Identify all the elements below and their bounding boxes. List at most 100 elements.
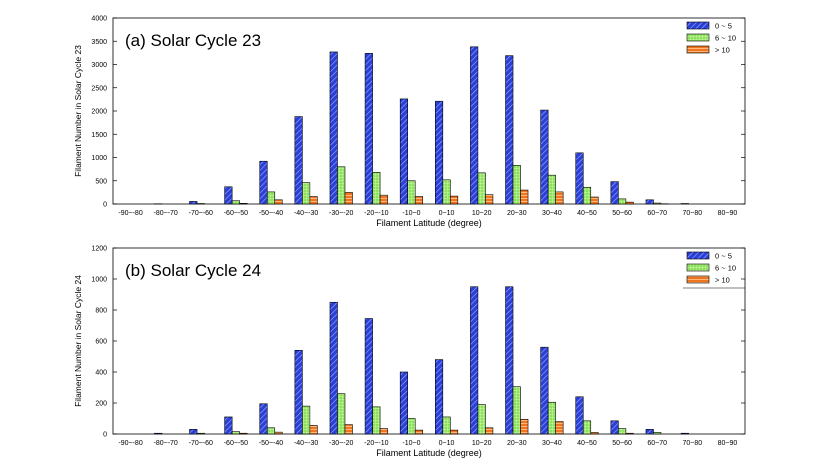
- x-tick-label: -50~-40: [259, 210, 283, 217]
- bar-b-series2--20~-10: [379, 428, 388, 435]
- bar-a-series0-0~10: [435, 100, 444, 205]
- bar-a-series0--70~-60: [189, 201, 198, 205]
- y-tick-label: 1500: [91, 132, 107, 139]
- bar-b-series1-40~50: [582, 420, 592, 435]
- bar-a-series1-10~20: [477, 172, 486, 205]
- x-tick-label: 0~10: [439, 210, 455, 217]
- legend-label: 6 ~ 10: [715, 264, 736, 273]
- bar-a-series1--20~-10: [372, 172, 381, 205]
- x-tick-label: 60~70: [647, 440, 667, 447]
- bar-a-series2-10~20: [485, 194, 494, 205]
- bar-b-series0--10~0: [399, 371, 408, 435]
- bar-a-series2-30~40: [555, 191, 564, 205]
- bar-b-series2-10~20: [485, 427, 494, 435]
- legend-swatch-6-10: [686, 263, 710, 272]
- y-axis-label-a: Filament Number in Solar Cycle 23: [73, 45, 83, 177]
- x-tick-label: 30~40: [542, 440, 562, 447]
- y-tick-label: 200: [95, 401, 107, 408]
- legend-swatch-6-10: [686, 33, 710, 42]
- legend-swatch-gt-10: [686, 275, 710, 284]
- bar-b-series0-0~10: [435, 359, 444, 435]
- legend-swatch-0-5: [686, 251, 710, 260]
- bar-b-series0-40~50: [575, 396, 584, 435]
- bar-a-series1--30~-20: [337, 166, 346, 205]
- y-tick-label: 3500: [91, 39, 107, 46]
- bar-a-series1-30~40: [547, 174, 556, 205]
- bar-b-series1--70~-60: [196, 432, 205, 435]
- x-tick-label: 20~30: [507, 210, 527, 217]
- bar-a-series0--30~-20: [329, 51, 338, 205]
- x-tick-label: 50~60: [612, 440, 632, 447]
- x-axis-label-a: Filament Latitude (degree): [376, 218, 482, 228]
- bar-b-series0--60~-50: [224, 416, 233, 435]
- bar-a-series0--50~-40: [259, 160, 268, 205]
- x-tick-label: -70~-60: [189, 440, 213, 447]
- y-tick-label: 0: [103, 202, 107, 209]
- bar-a-series2--30~-20: [344, 192, 353, 205]
- legend-label: 0 ~ 5: [715, 252, 732, 261]
- x-tick-label: -20~-10: [364, 440, 388, 447]
- bar-a-series2--10~0: [414, 196, 423, 205]
- x-tick-label: 80~90: [718, 440, 738, 447]
- bar-a-series1--40~-30: [302, 182, 311, 205]
- bar-a-series2--50~-40: [274, 199, 283, 205]
- y-tick-label: 1000: [91, 155, 107, 162]
- bar-b-series0-10~20: [470, 286, 479, 435]
- bar-b-series1--60~-50: [231, 431, 240, 435]
- y-tick-label: 600: [95, 339, 107, 346]
- bar-a-series0--20~-10: [364, 53, 373, 205]
- bar-b-series1--10~0: [407, 418, 416, 435]
- x-tick-label: -60~-50: [224, 210, 248, 217]
- bar-b-series2-30~40: [555, 421, 564, 435]
- bar-b-series1-0~10: [442, 416, 451, 435]
- x-tick-label: -10~0: [402, 440, 420, 447]
- bar-b-series2--10~0: [414, 429, 423, 435]
- y-tick-label: 400: [95, 370, 107, 377]
- bar-a-series2-50~60: [625, 201, 634, 205]
- bar-b-series2-50~60: [625, 432, 634, 435]
- x-tick-label: 30~40: [542, 210, 562, 217]
- y-tick-label: 0: [103, 432, 107, 439]
- x-tick-label: -90~-80: [118, 440, 142, 447]
- y-axis-a: 0 500 1000 1500 2000 2500 3000 3500 4000: [91, 16, 745, 209]
- bars-b: [154, 286, 689, 435]
- bar-b-series0--80~-70: [154, 432, 163, 435]
- bar-a-series2--20~-10: [379, 194, 388, 205]
- bar-a-series2--40~-30: [309, 196, 318, 205]
- x-tick-label: 50~60: [612, 210, 632, 217]
- legend-label: > 10: [715, 276, 730, 285]
- bar-b-series0--40~-30: [294, 349, 303, 435]
- x-tick-label: -20~-10: [364, 210, 388, 217]
- bar-b-series0--70~-60: [189, 429, 198, 435]
- y-tick-label: 1000: [91, 277, 107, 284]
- y-tick-label: 4000: [91, 16, 107, 23]
- bar-b-series1-30~40: [547, 401, 556, 435]
- bar-a-series2-0~10: [450, 195, 459, 205]
- bar-b-series1-60~70: [653, 432, 662, 435]
- bar-a-series0-20~30: [505, 55, 514, 205]
- x-axis-a: -90~-80 -80~-70 -70~-60 -60~-50 -50~-40 -40~-…: [118, 210, 737, 217]
- legend-label: 6 ~ 10: [715, 34, 736, 43]
- bar-a-series0-60~70: [645, 199, 654, 205]
- y-tick-label: 2500: [91, 85, 107, 92]
- x-axis-b: -90~-80 -80~-70 -70~-60 -60~-50 -50~-40 -40~-…: [118, 440, 737, 447]
- y-tick-label: 2000: [91, 109, 107, 116]
- bar-b-series2--40~-30: [309, 425, 318, 435]
- bar-b-series0--30~-20: [329, 301, 338, 435]
- bar-a-series0--40~-30: [294, 116, 303, 205]
- legend-label: 0 ~ 5: [715, 22, 732, 31]
- bar-b-series2--30~-20: [344, 424, 353, 435]
- y-tick-label: 1200: [91, 246, 107, 253]
- bar-a-series0-30~40: [540, 109, 549, 205]
- bar-b-series1-50~60: [618, 428, 627, 435]
- bar-a-series0--60~-50: [224, 186, 233, 205]
- bar-a-series1--10~0: [407, 180, 416, 205]
- x-tick-label: -10~0: [402, 210, 420, 217]
- bar-b-series0-70~80: [680, 432, 689, 435]
- x-tick-label: 60~70: [647, 210, 667, 217]
- x-tick-label: 40~50: [577, 440, 597, 447]
- bar-b-series2--50~-40: [274, 431, 283, 435]
- legend-b: 0 ~ 5 6 ~ 10 > 10: [683, 252, 745, 289]
- bar-b-series2-40~50: [590, 432, 599, 435]
